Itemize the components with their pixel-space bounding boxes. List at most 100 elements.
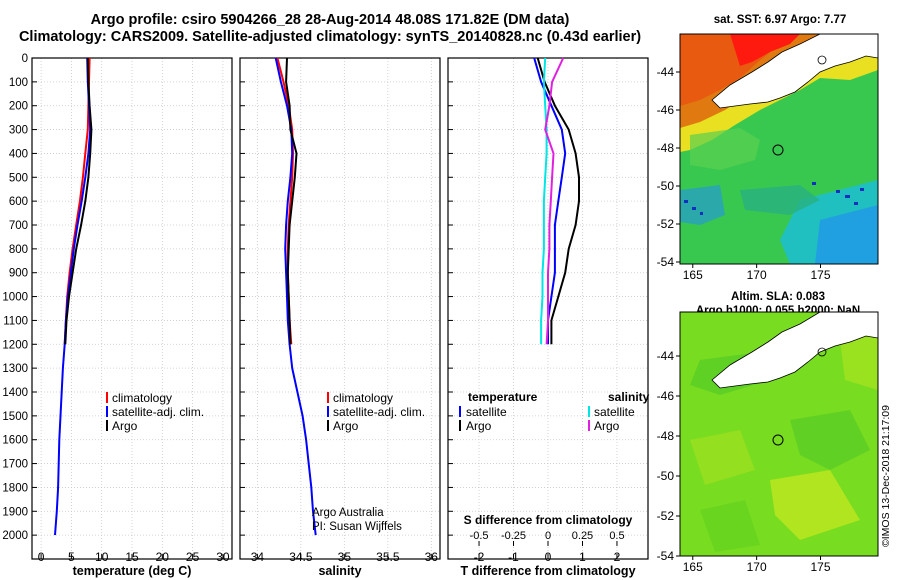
x-tick-label: 35.5 [376,550,400,564]
x-tick-label: 5 [68,550,75,564]
x-tick-label: -1 [508,550,519,564]
legend-label: Argo [594,419,620,433]
sla-map-axes: 165 170 175 -44 -46 -48 -50 -52 -54 [657,349,831,574]
legend-label: Argo [466,419,492,433]
sla-map: 165 170 175 -44 -46 -48 -50 -52 -54 [657,311,879,574]
lat-tick-label: -50 [657,469,675,483]
y-tick-label: 600 [9,196,28,208]
legend-label: climatology [112,391,172,405]
lat-tick-label: -54 [657,255,675,269]
lat-tick-label: -52 [657,509,675,523]
x-tick-label: 35 [338,550,352,564]
lat-tick-label: -44 [657,65,675,79]
y-tick-label: 800 [9,244,28,256]
x-tick-label: 0 [38,550,45,564]
legend-label: Argo [333,419,359,433]
y-tick-label: 100 [9,77,28,89]
legend-heading: salinity [608,390,650,404]
secondary-tick-label: 0.25 [572,530,593,542]
lat-tick-label: -48 [657,429,675,443]
annotation-text: Argo Australia [312,507,384,519]
y-tick-label: 400 [9,148,28,160]
secondary-tick-label: 0 [545,530,551,542]
y-tick-label: 300 [9,125,28,137]
series-line-salinity-satellite [540,57,548,345]
series-line-temperature-satellite [533,57,567,345]
sst-map-axes: 165 170 175 -44 -46 -48 -50 -52 -54 [657,65,831,282]
y-tick-label: 1600 [2,435,28,447]
lat-tick-label: -48 [657,141,675,155]
series-line-argo [64,57,93,345]
x-tick-label: 0 [545,550,552,564]
lat-tick-label: -50 [657,179,675,193]
lon-tick-label: 175 [811,268,831,282]
profile-panel-3: -2 -1 0 1 2T difference from climatology S di… [447,57,649,578]
x-tick-label: 25 [186,550,200,564]
x-axis-label: temperature (deg C) [73,564,192,578]
legend-label: satellite [466,405,507,419]
y-tick-label: 1400 [2,387,28,399]
y-tick-label: 1300 [2,363,28,375]
legend-label: climatology [333,391,393,405]
lon-tick-label: 170 [747,560,767,574]
y-tick-label: 200 [9,101,28,113]
y-tick-label: 1900 [2,506,28,518]
panel-2-annotation: Argo Australia PI: Susan Wijffels [312,507,402,533]
profile-panel-2: 34 34.5 35 35.5 36 salinity [239,57,441,578]
series-line-temperature-argo [536,57,580,345]
y-tick-label: 500 [9,172,28,184]
x-tick-label: 30 [216,550,230,564]
x-tick-label: 15 [125,550,139,564]
lon-tick-label: 175 [811,560,831,574]
legend-label: satellite-adj. clim. [333,405,425,419]
profile-panel-1: 0 5 10 15 20 25 30 temperature (deg C) 0 100 200 30… [2,53,233,578]
legend-heading: temperature [468,390,538,404]
legend-panel-3: temperature salinitysatelliteArgosatellit… [459,390,650,433]
sst-map: 165 170 175 -44 -46 -48 -50 -52 -54 [657,33,879,282]
x-tick-label: 36 [425,550,439,564]
x-tick-label: -2 [474,550,485,564]
sst-map-title: sat. SST: 6.97 Argo: 7.77 [713,14,847,26]
lat-tick-label: -46 [657,103,675,117]
x-axis-label: T difference from climatology [460,564,635,578]
series-line-argo [285,57,298,345]
y-tick-label: 2000 [2,530,28,542]
y-tick-label: 1700 [2,459,28,471]
y-tick-label: 1000 [2,292,28,304]
lat-tick-label: -44 [657,349,675,363]
x-axis-label: salinity [318,564,361,578]
lat-tick-label: -52 [657,217,675,231]
y-tick-label: 1100 [3,315,28,327]
lon-tick-label: 170 [747,268,767,282]
x-tick-label: 1 [579,550,586,564]
chart-title-line1: Argo profile: csiro 5904266_28 28-Aug-20… [90,12,570,28]
series-line-salinity-argo [544,57,565,345]
secondary-tick-label: -0.25 [501,530,526,542]
imos-watermark: ©IMOS 13-Dec-2018 21:17:09 [880,405,892,547]
annotation-text: PI: Susan Wijffels [312,521,402,533]
lat-tick-label: -46 [657,389,675,403]
lat-tick-label: -54 [657,549,675,563]
x-tick-label: 34 [251,550,265,564]
secondary-axis-label: S difference from climatology [464,513,633,527]
y-tick-label: 700 [9,220,28,232]
x-tick-label: 20 [156,550,170,564]
lon-tick-label: 165 [683,560,703,574]
chart-title-line2: Climatology: CARS2009. Satellite-adjuste… [18,29,642,45]
legend-label: satellite [594,405,635,419]
legend-label: satellite-adj. clim. [112,405,204,419]
x-tick-label: 34.5 [289,550,313,564]
y-tick-label: 1200 [2,339,28,351]
secondary-tick-label: 0.5 [609,530,624,542]
panel-frame [239,57,441,560]
lon-tick-label: 165 [683,268,703,282]
sla-map-title-line1: Altim. SLA: 0.083 [731,291,825,303]
secondary-tick-label: -0.5 [470,530,489,542]
y-tick-label: 0 [22,53,28,65]
y-tick-label: 1800 [2,482,28,494]
x-tick-label: 2 [614,550,621,564]
